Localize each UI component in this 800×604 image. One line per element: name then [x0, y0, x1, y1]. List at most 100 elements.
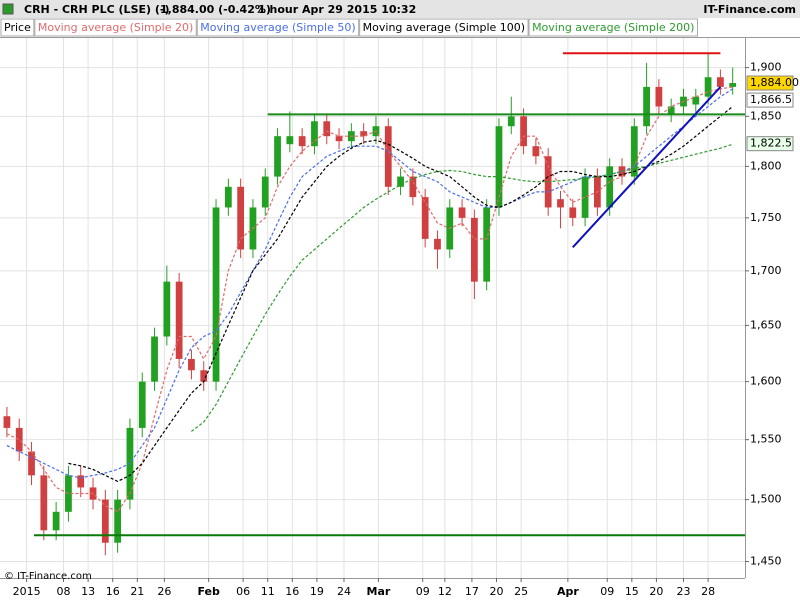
quote: 1,884.00 (-0.42%) [160, 3, 271, 16]
x-tick-label: 11 [261, 585, 275, 598]
x-tick-label: 06 [236, 585, 250, 598]
x-tick-label: 12 [438, 585, 452, 598]
candle-body [384, 126, 392, 187]
candle-body [667, 106, 675, 115]
candle-body [581, 176, 589, 218]
x-tick-label: 16 [285, 585, 299, 598]
x-tick-label: Feb [197, 585, 220, 598]
moving-average [6, 86, 733, 513]
legend-tab [359, 18, 529, 37]
candle-body [495, 126, 503, 208]
legend-entry: Moving average (Simple 100) [363, 21, 525, 34]
candle-body [224, 186, 232, 208]
candle-body [704, 77, 712, 97]
x-tick-label: 19 [310, 585, 324, 598]
candle-body [28, 451, 35, 476]
legend-tab [528, 18, 698, 37]
candle-body [507, 116, 515, 127]
y-tick-label: 1,500 [750, 493, 782, 506]
source: IT-Finance.com [703, 3, 796, 16]
candle-body [717, 77, 724, 87]
x-tick-label: 24 [337, 585, 351, 598]
symbol: CRH - CRH PLC (LSE) (-) [24, 3, 169, 16]
legend-entry: Price [4, 21, 31, 34]
candle-body [77, 475, 85, 488]
candle-body [630, 126, 638, 177]
candle-body [323, 121, 331, 137]
footer: © IT-Finance.com [4, 571, 92, 582]
y-tick-label: 1,850 [750, 109, 782, 122]
y-tick-label: 1,600 [750, 375, 782, 388]
candle-body [114, 499, 122, 543]
candle-body [606, 166, 614, 208]
moving-average [6, 88, 734, 479]
legend-entry: Moving average (Simple 50) [200, 21, 355, 34]
x-tick-label: Apr [557, 585, 579, 598]
y-tick-label: 1,900 [750, 61, 782, 74]
x-tick-label: 08 [57, 585, 71, 598]
price-label: 1,822.5 [750, 137, 792, 150]
y-tick-label: 1,450 [750, 555, 782, 568]
candle-body [237, 186, 245, 250]
candle-body [188, 358, 195, 371]
y-tick-label: 1,750 [750, 211, 782, 224]
x-tick-label: 15 [625, 585, 639, 598]
x-tick-label: 17 [465, 585, 479, 598]
price-label-box [746, 136, 794, 152]
x-tick-label: 28 [701, 585, 715, 598]
date: Apr 29 2015 10:32 [302, 3, 416, 16]
header-bar [0, 0, 800, 18]
candle-body [458, 207, 466, 218]
y-tick-label: 1,700 [750, 264, 782, 277]
app-icon [2, 3, 14, 15]
x-tick-label: 26 [157, 585, 171, 598]
candle-body [532, 146, 540, 157]
candle-body [643, 86, 650, 127]
legend-entry: Moving average (Simple 200) [532, 21, 694, 34]
x-tick-label: 2015 [13, 585, 41, 598]
x-tick-label: 25 [514, 585, 528, 598]
plot [3, 52, 745, 556]
candle-body [729, 83, 737, 87]
candle-body [175, 281, 183, 359]
legend-entry: Moving average (Simple 20) [38, 21, 193, 34]
grid [0, 38, 745, 578]
price-label: 1,884.00 [750, 76, 799, 89]
x-tick-label: Mar [367, 585, 391, 598]
y-tick-label: 1,800 [750, 159, 782, 172]
candle-body [298, 136, 306, 147]
candle-body [557, 199, 564, 208]
legend: Price Moving average (Simple 20) Moving av… [0, 18, 698, 37]
candle-body [101, 499, 109, 543]
candle-body [261, 176, 269, 208]
y-tick-label: 1,650 [750, 318, 782, 331]
price-label-box [746, 75, 794, 91]
price-label-box [746, 92, 794, 108]
candle-body [52, 511, 60, 531]
y-tick-label: 1,550 [750, 433, 782, 446]
candle-body [274, 136, 281, 177]
moving-average [191, 143, 733, 432]
x-tick-label: 09 [416, 585, 430, 598]
candle-body [397, 176, 404, 187]
candle-body [163, 281, 171, 337]
x-tick-label: 21 [130, 585, 144, 598]
candle-body [15, 427, 23, 452]
candle-body [692, 96, 700, 105]
period: 1 hour [258, 3, 299, 16]
candle-body [569, 207, 577, 218]
x-tick-label: 16 [106, 585, 120, 598]
candle-body [138, 381, 146, 428]
candle-body [286, 136, 294, 145]
candle-body [470, 217, 478, 282]
candle-body [200, 370, 208, 382]
candle-body [360, 131, 368, 137]
candle-body [151, 336, 158, 382]
candle-body [483, 207, 491, 282]
x-tick-label: 09 [600, 585, 614, 598]
candle-body [335, 136, 343, 142]
price-label: 1,866.5 [750, 93, 792, 106]
candle-body [421, 197, 429, 239]
